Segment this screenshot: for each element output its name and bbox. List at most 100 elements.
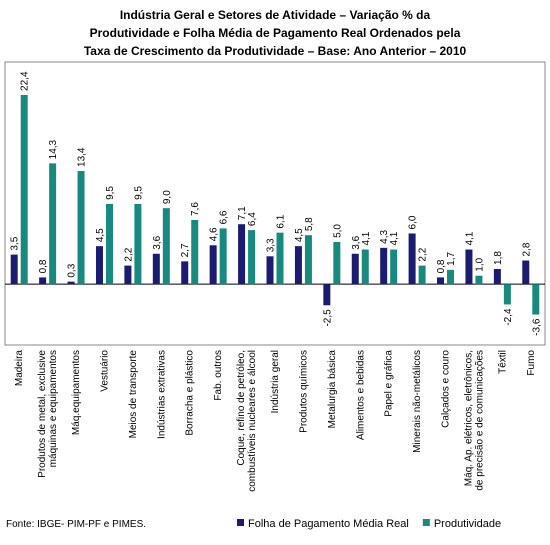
value-label: -2,4	[503, 308, 514, 326]
value-label: 1,8	[493, 251, 504, 265]
value-label: 3,6	[351, 235, 362, 249]
value-label: 2,2	[418, 247, 429, 261]
bar	[503, 284, 511, 305]
bar	[361, 249, 369, 285]
bar	[437, 277, 445, 285]
bar	[67, 281, 75, 285]
value-label: 13,4	[77, 147, 88, 167]
bar	[475, 275, 483, 285]
x-tick-label: Meios de transporte	[128, 350, 139, 439]
x-tick-label: Coque, refino de petróleo,combustíveis n…	[236, 350, 258, 492]
bar	[124, 265, 132, 285]
bar	[351, 253, 359, 285]
value-label: 4,1	[389, 231, 400, 245]
x-tick-label: Metalurgia básica	[327, 350, 338, 429]
chart-title: Indústria Geral e Setores de Atividade –…	[120, 8, 431, 22]
bar	[219, 228, 227, 285]
x-tick-label: Indústria geral	[270, 350, 281, 413]
value-label: 1,7	[446, 251, 457, 265]
bar	[447, 269, 455, 285]
chart-title: Taxa de Crescimento da Produtividade – B…	[84, 44, 467, 58]
plot-frame	[4, 61, 546, 346]
value-label: 3,6	[152, 235, 163, 249]
value-label: 6,0	[408, 215, 419, 229]
value-label: 7,1	[237, 206, 248, 220]
source: Fonte: IBGE- PIM-PF e PIMES.	[6, 519, 146, 530]
x-tick-label: Minerais não-metálicos	[412, 350, 423, 453]
value-label: 2,2	[123, 247, 134, 261]
bar	[266, 256, 274, 285]
x-tick-label: Fumo	[526, 350, 537, 376]
value-label: 1,0	[474, 257, 485, 271]
value-label: 9,0	[162, 190, 173, 204]
legend-swatch	[422, 519, 430, 526]
x-tick-label: Alimentos e bebidas	[355, 350, 366, 440]
value-label: 5,8	[304, 217, 315, 231]
x-tick-label: Calçados e couro	[441, 350, 452, 428]
bar	[465, 249, 473, 285]
value-label: 0,8	[436, 259, 447, 273]
value-label: 2,7	[180, 243, 191, 257]
x-tick-label: Máq. Ap. elétricos, eletrônicos,de preci…	[463, 350, 485, 491]
bar	[152, 253, 160, 285]
chart-title: Produtividade e Folha Média de Pagamento…	[90, 26, 461, 40]
x-tick-label: Produtos de metal, exclusivemáquinas e e…	[37, 350, 59, 478]
x-tick-label: Papel e gráfica	[384, 350, 395, 417]
value-label: 0,8	[38, 259, 49, 273]
bar	[181, 261, 189, 285]
value-label: 14,3	[48, 139, 59, 159]
bar	[294, 246, 302, 285]
x-tick-label: Máq.equipamentos	[71, 350, 82, 435]
value-label: 4,5	[95, 228, 106, 242]
bar	[49, 163, 57, 285]
value-label: 7,6	[190, 202, 201, 216]
legend-label: Produtividade	[434, 518, 501, 530]
legend-label: Folha de Pagamento Média Real	[248, 518, 409, 530]
bar	[408, 233, 416, 285]
value-label: 4,1	[361, 231, 372, 245]
x-tick-label: Vestuário	[99, 350, 110, 392]
bar	[418, 265, 426, 285]
bar	[304, 235, 312, 285]
x-tick-label: Fab. outros	[213, 350, 224, 401]
value-label: 4,1	[464, 231, 475, 245]
value-label: 6,6	[219, 210, 230, 224]
bar	[95, 246, 103, 285]
bar	[276, 232, 284, 285]
value-label: -3,6	[531, 318, 542, 336]
bar	[238, 224, 246, 285]
bar	[532, 284, 540, 315]
bar	[162, 208, 170, 285]
x-tick-label: Produtos químicos	[298, 350, 309, 433]
bar	[39, 277, 47, 285]
bar	[493, 268, 501, 285]
x-tick-label: Borracha e plástico	[185, 350, 196, 436]
x-tick-label: Têxtil	[497, 350, 508, 374]
x-tick-label: Indústrias extrativas	[156, 350, 167, 439]
bar	[390, 249, 398, 285]
bar	[522, 260, 530, 285]
value-label: -2,5	[322, 309, 333, 327]
value-label: 3,5	[10, 236, 21, 250]
x-tick-label: Madeira	[14, 350, 25, 387]
bar	[191, 219, 199, 285]
bar	[10, 254, 18, 285]
value-label: 2,8	[521, 242, 532, 256]
value-label: 4,6	[209, 227, 220, 241]
bar	[209, 245, 217, 285]
bar	[77, 170, 85, 285]
value-label: 0,3	[67, 263, 78, 277]
bar	[20, 94, 28, 285]
value-label: 6,1	[276, 214, 287, 228]
value-label: 6,4	[247, 212, 258, 226]
bar	[248, 230, 256, 285]
value-label: 3,3	[266, 238, 277, 252]
value-label: 5,0	[332, 224, 343, 238]
value-label: 9,5	[105, 186, 116, 200]
bar	[105, 203, 113, 285]
value-label: 9,5	[133, 186, 144, 200]
bar	[134, 203, 142, 285]
bar	[323, 284, 331, 306]
bar	[380, 247, 388, 285]
